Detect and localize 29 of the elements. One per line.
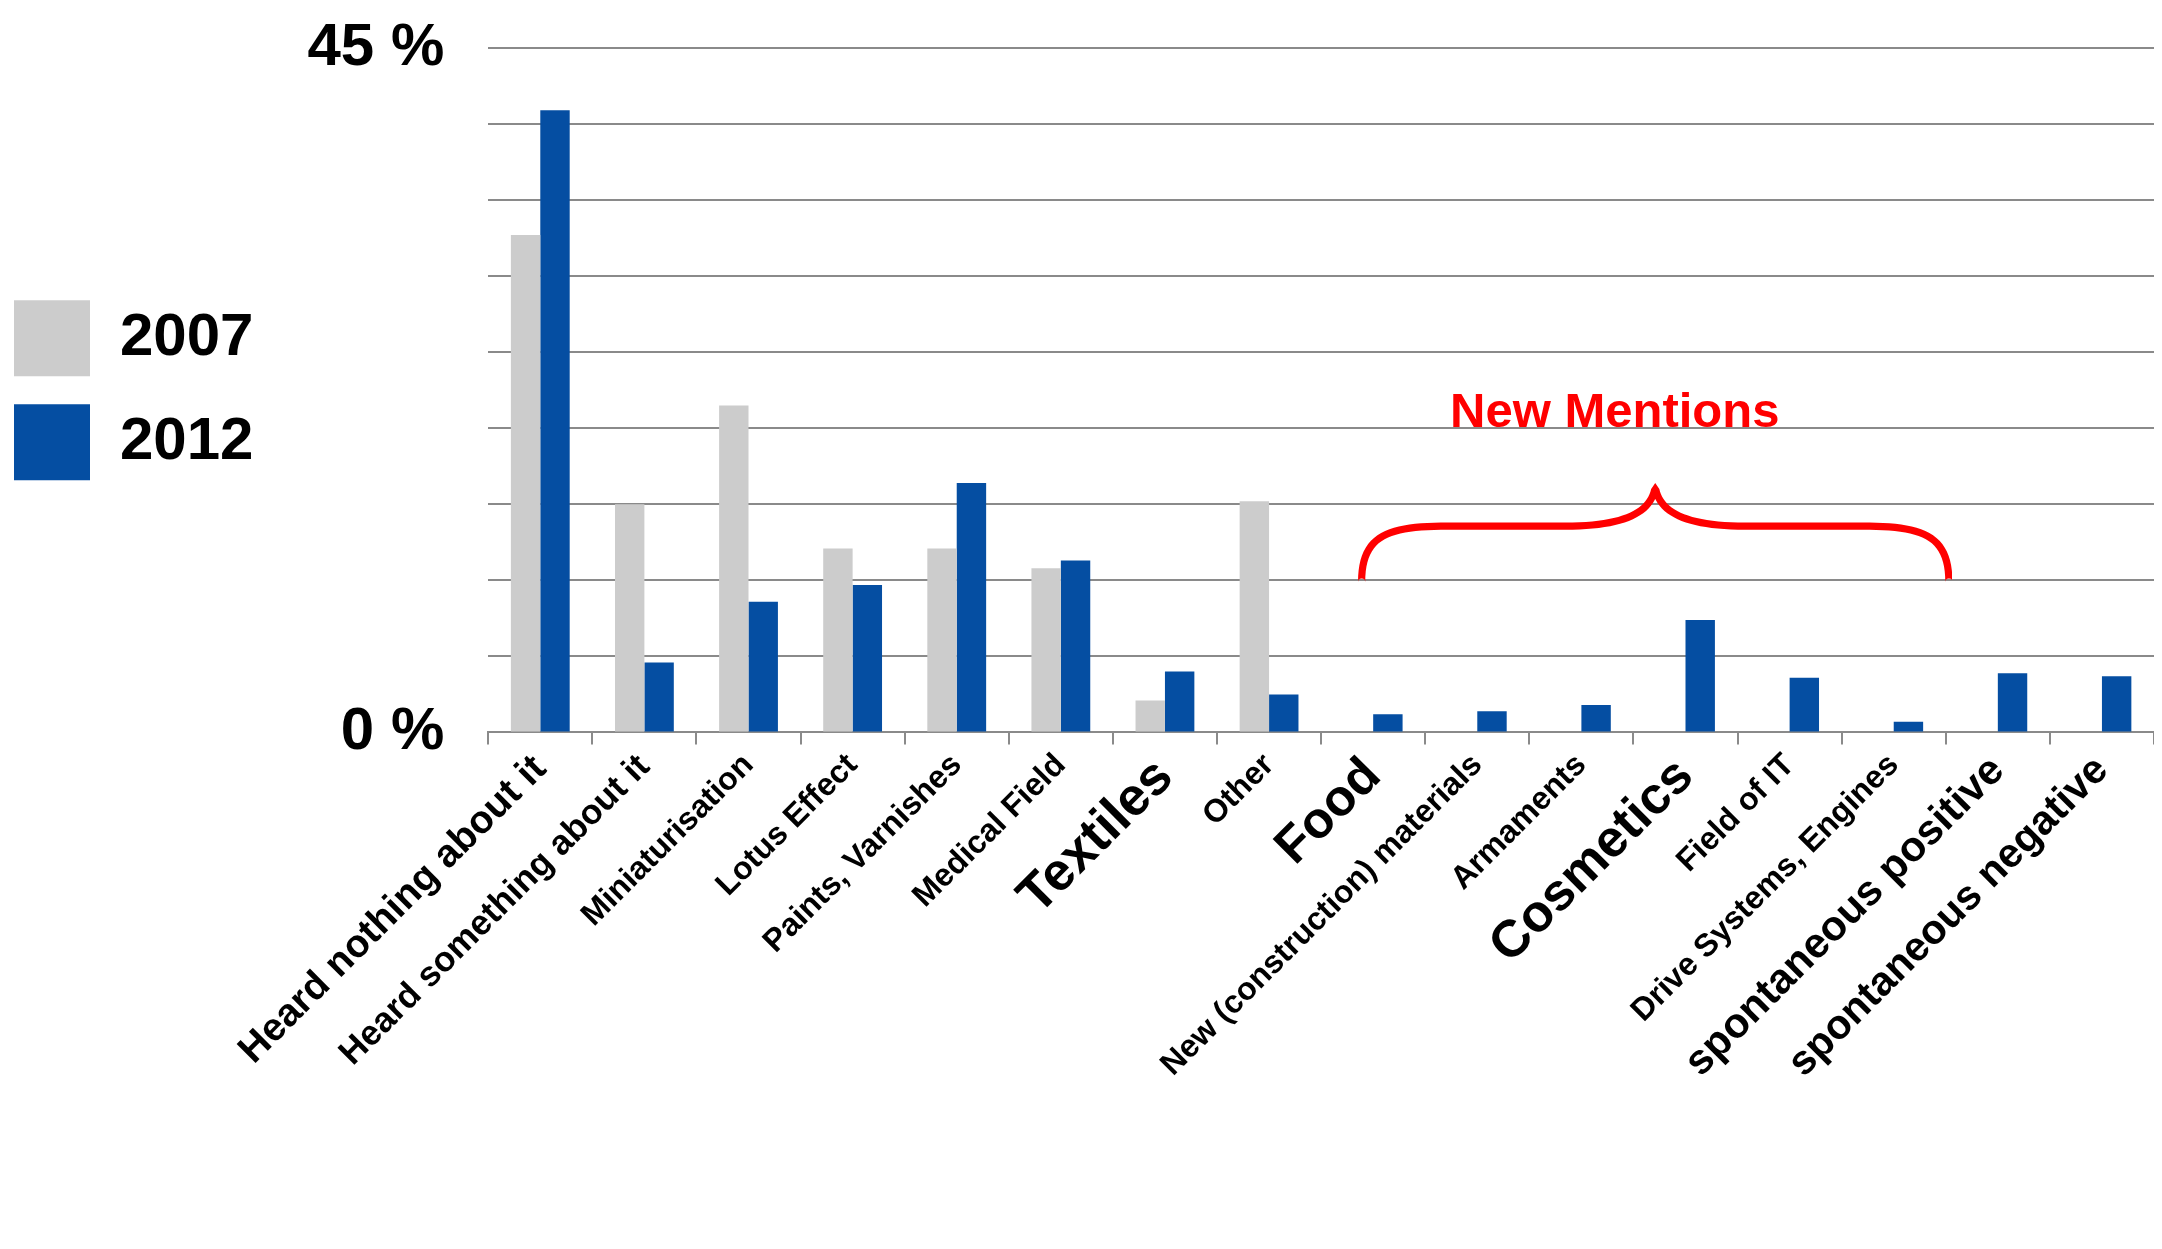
bar — [956, 483, 987, 732]
bar — [1477, 711, 1507, 732]
y-tick-label: 45 % — [307, 10, 445, 78]
bar — [1135, 700, 1165, 732]
bar — [1373, 714, 1403, 732]
bar — [510, 235, 541, 732]
bar — [1893, 721, 1924, 732]
bar — [748, 601, 778, 732]
bar — [852, 584, 883, 732]
bar — [1581, 705, 1611, 732]
bar — [823, 548, 853, 732]
bar — [540, 110, 570, 732]
bar — [1164, 671, 1195, 732]
bar — [2101, 676, 2132, 732]
bar — [644, 662, 674, 732]
bar — [1997, 673, 2028, 732]
bar — [1031, 568, 1061, 732]
legend-label: 2012 — [120, 404, 254, 472]
bar — [719, 405, 749, 732]
bar — [1685, 619, 1715, 732]
y-tick-label: 0 % — [340, 695, 445, 763]
legend-label: 2007 — [120, 300, 254, 368]
bar — [1789, 677, 1820, 732]
bar — [1239, 501, 1270, 732]
bar — [1060, 560, 1091, 732]
bar — [614, 504, 645, 732]
bar — [927, 548, 957, 732]
bar — [1269, 694, 1299, 732]
annotation: New Mentions — [1450, 382, 1780, 438]
